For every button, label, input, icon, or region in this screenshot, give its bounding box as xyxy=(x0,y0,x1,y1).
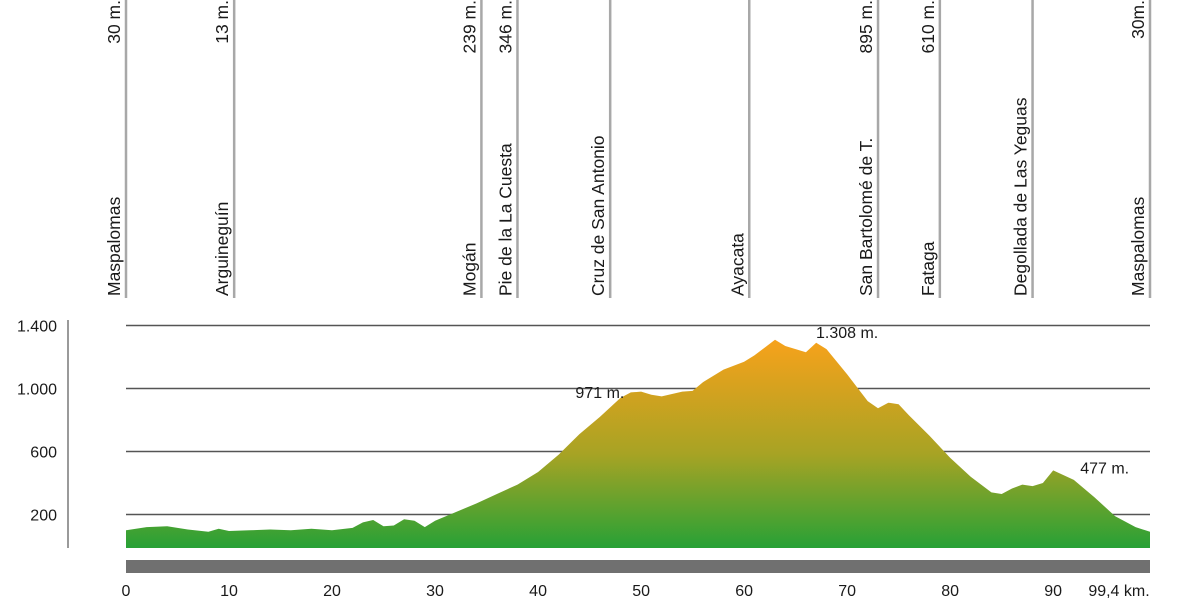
place-name-label: Cruz de San Antonio xyxy=(588,135,608,296)
place-name-label: Maspalomas xyxy=(1128,197,1148,296)
place-name-label: Arguineguín xyxy=(212,202,232,296)
place-marker: Pie de la La Cuesta 346 m. xyxy=(495,0,519,298)
x-tick-label: 30 xyxy=(426,583,444,600)
place-altitude-label: 346 m. xyxy=(495,0,515,54)
place-name-label: Pie de la La Cuesta xyxy=(495,143,515,296)
place-marker: San Bartolomé de T. 895 m. xyxy=(856,0,880,298)
y-tick-label: 200 xyxy=(30,508,57,525)
x-tick-label: 80 xyxy=(941,583,959,600)
y-tick-label: 1.000 xyxy=(17,382,57,399)
place-markers: Maspalomas 30 m. Arguineguín 13 m. Mogán 239 … xyxy=(104,0,1152,298)
x-tick-label: 50 xyxy=(632,583,650,600)
elevation-annotation: 971 m. xyxy=(575,385,624,402)
y-tick-label: 600 xyxy=(30,445,57,462)
x-axis-labels: 0 10 20 30 40 50 60 70 80 90 99,4 km. xyxy=(122,583,1150,600)
place-marker: Maspalomas 30 m. xyxy=(104,0,128,298)
place-altitude-label: 895 m. xyxy=(856,0,876,54)
place-name-label: San Bartolomé de T. xyxy=(856,138,876,296)
place-marker: Arguineguín 13 m. xyxy=(212,0,236,298)
place-name-label: Mogán xyxy=(459,242,479,296)
place-name-label: Maspalomas xyxy=(104,197,124,296)
place-altitude-label: 30 m. xyxy=(104,0,124,44)
distance-base-bar xyxy=(126,560,1150,573)
y-axis-labels: 1.400 1.000 600 200 xyxy=(17,319,57,525)
x-tick-label: 40 xyxy=(529,583,547,600)
x-tick-label: 70 xyxy=(838,583,856,600)
place-marker: Ayacata xyxy=(727,0,751,298)
place-marker: Degollada de Las Yeguas xyxy=(1011,0,1034,298)
elevation-annotation: 477 m. xyxy=(1080,461,1129,478)
x-tick-label: 60 xyxy=(735,583,753,600)
x-tick-label: 0 xyxy=(122,583,131,600)
place-altitude-label: 239 m. xyxy=(459,0,479,54)
place-name-label: Degollada de Las Yeguas xyxy=(1011,97,1031,296)
place-name-label: Fataga xyxy=(918,241,938,296)
place-marker: Cruz de San Antonio xyxy=(588,0,612,298)
place-name-label: Ayacata xyxy=(727,233,747,296)
y-tick-label: 1.400 xyxy=(17,319,57,336)
x-tick-label: 99,4 km. xyxy=(1088,583,1149,600)
elevation-area xyxy=(126,339,1150,548)
place-altitude-label: 610 m. xyxy=(918,0,938,54)
place-marker: Maspalomas 30m. xyxy=(1128,0,1152,298)
elevation-annotations: 971 m. 1.308 m. 477 m. xyxy=(575,325,1129,477)
place-altitude-label: 13 m. xyxy=(212,0,232,44)
place-altitude-label: 30m. xyxy=(1128,0,1148,39)
x-tick-label: 10 xyxy=(220,583,238,600)
elevation-annotation: 1.308 m. xyxy=(816,325,878,342)
place-marker: Fataga 610 m. xyxy=(918,0,942,298)
x-tick-label: 90 xyxy=(1044,583,1062,600)
place-marker: Mogán 239 m. xyxy=(459,0,483,298)
x-tick-label: 20 xyxy=(323,583,341,600)
